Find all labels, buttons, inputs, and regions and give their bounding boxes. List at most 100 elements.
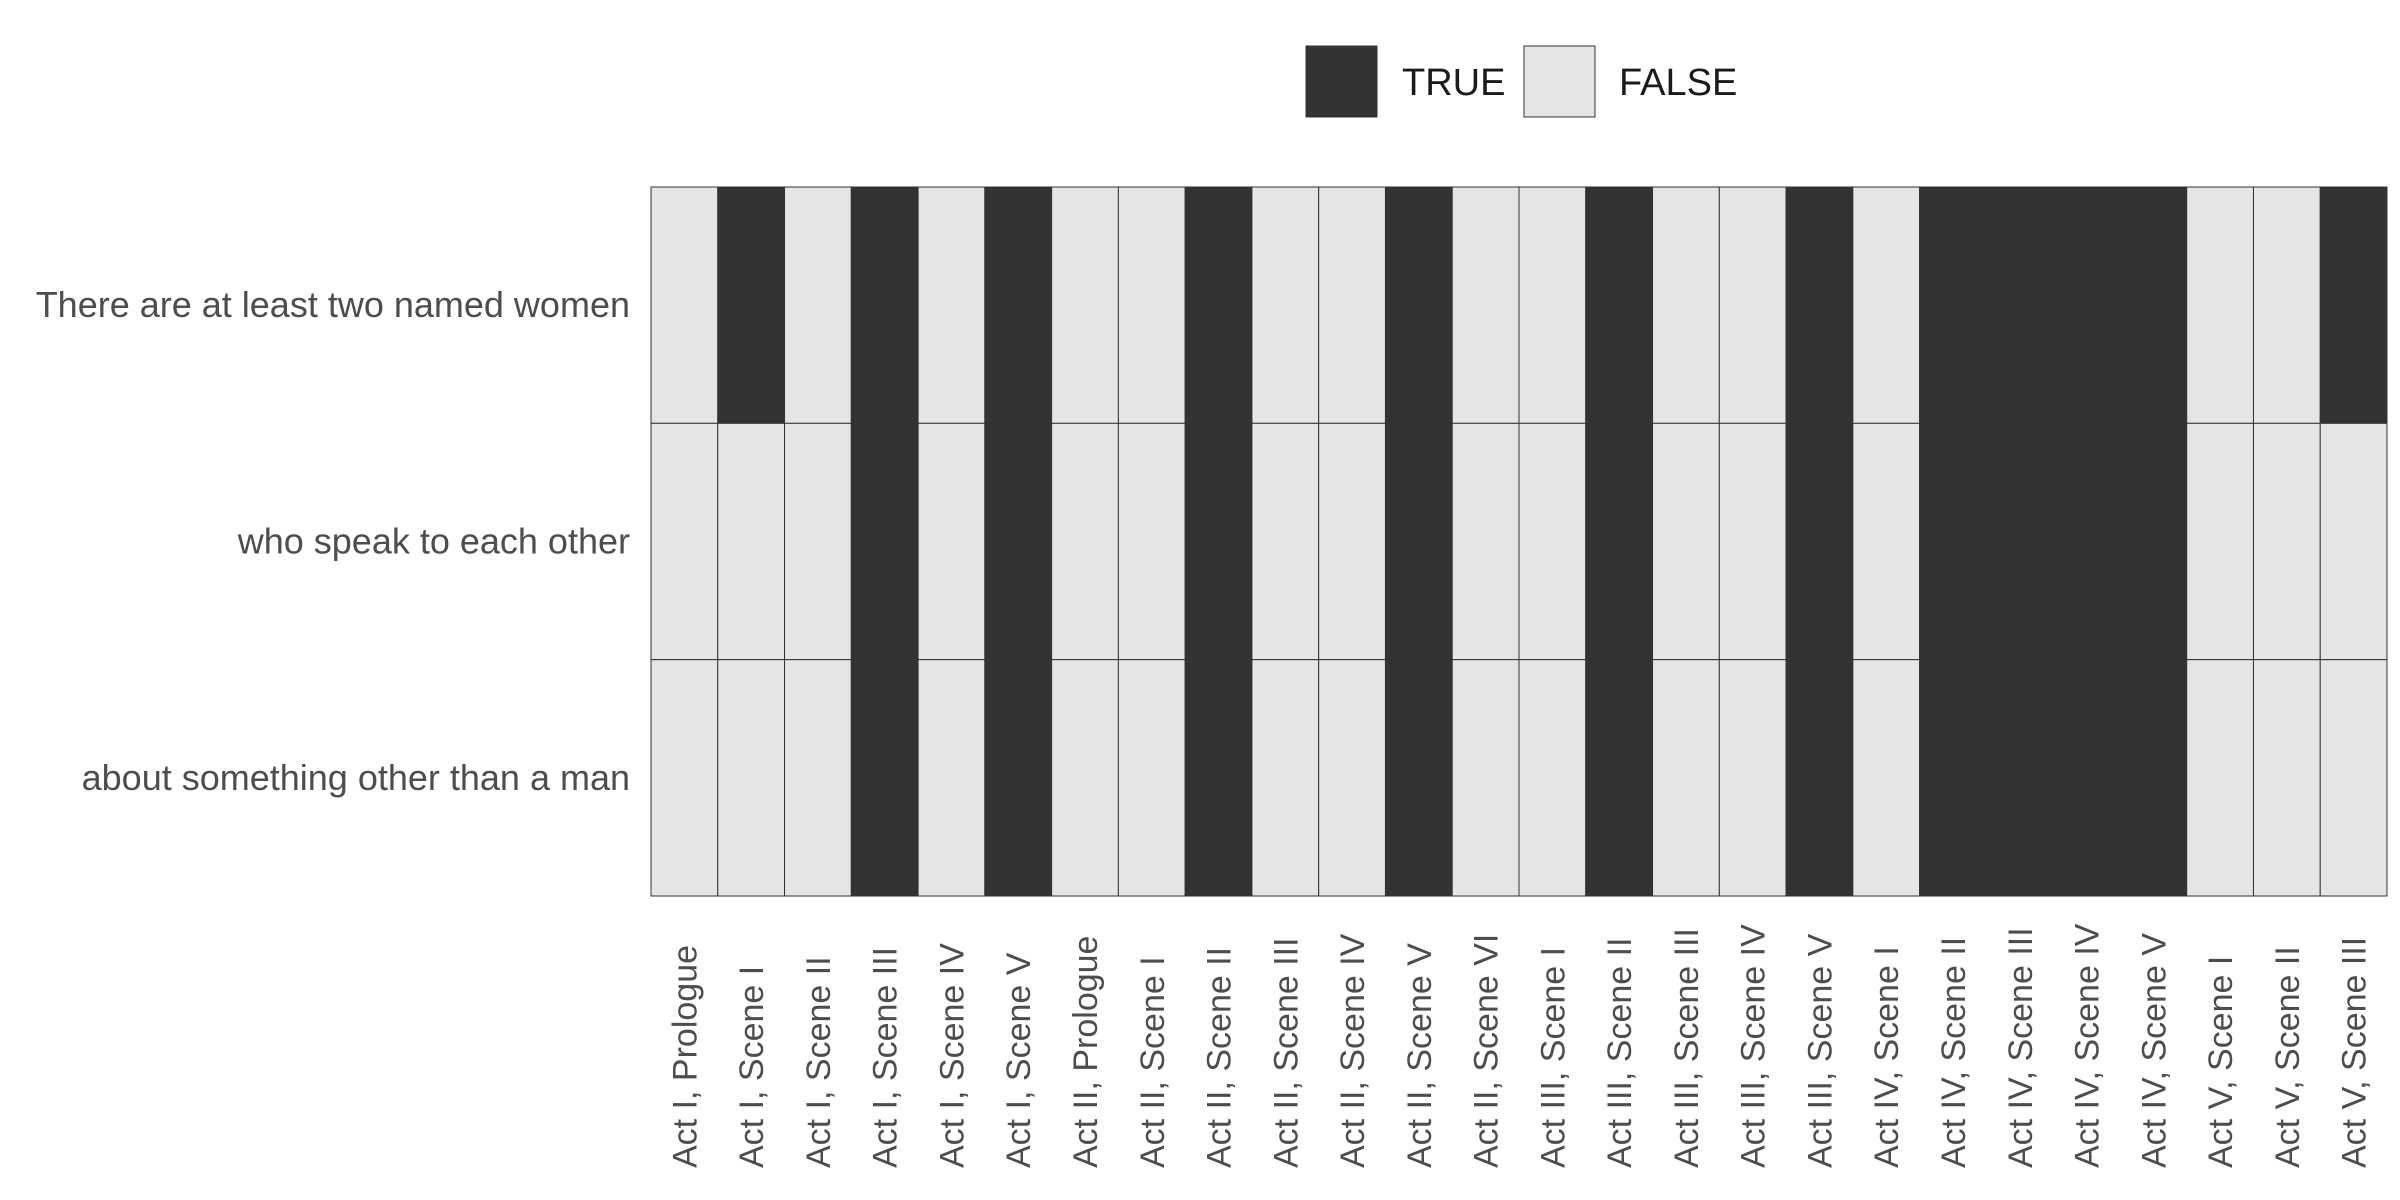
heatmap-cell <box>1518 422 1587 661</box>
heatmap-cell <box>1051 422 1119 661</box>
row-labels: There are at least two named women who sp… <box>36 284 630 798</box>
heatmap-cell <box>2319 422 2388 661</box>
heatmap-cell <box>1384 422 1453 661</box>
heatmap-cell <box>1718 422 1787 661</box>
legend-false-key <box>1523 45 1596 118</box>
column-label: Act IV, Scene V <box>2135 933 2173 1168</box>
column-label: Act I, Scene IV <box>933 943 971 1168</box>
column-label: Act II, Scene II <box>1201 947 1239 1168</box>
heatmap-cell <box>2052 186 2121 424</box>
legend: TRUE FALSE <box>1305 45 1737 118</box>
heatmap-cell <box>2252 422 2321 661</box>
heatmap-cell <box>1451 186 1520 424</box>
heatmap-cell <box>1051 659 1119 897</box>
heatmap-cell <box>1518 186 1587 424</box>
heatmap-cell <box>2186 659 2254 897</box>
heatmap-cell <box>1117 659 1186 897</box>
heatmap-cell <box>717 186 786 424</box>
heatmap-cell <box>1985 186 2054 424</box>
heatmap-cell <box>1451 659 1520 897</box>
heatmap-cell <box>717 422 786 661</box>
heatmap-cell <box>1785 422 1854 661</box>
heatmap-cell <box>1919 422 1987 661</box>
heatmap-cell <box>1518 659 1587 897</box>
heatmap-cell <box>2319 659 2388 897</box>
heatmap-cell <box>1384 186 1453 424</box>
heatmap-cell <box>1318 422 1386 661</box>
heatmap-cell <box>1785 659 1854 897</box>
heatmap-cell <box>2052 659 2121 897</box>
column-label: Act II, Scene I <box>1134 956 1172 1168</box>
column-label: Act II, Scene IV <box>1334 933 1372 1168</box>
heatmap-cells <box>650 186 2388 897</box>
heatmap-cell <box>1919 659 1987 897</box>
column-label: Act II, Prologue <box>1067 936 1105 1168</box>
column-label: Act IV, Scene I <box>1868 946 1906 1168</box>
heatmap-cell <box>1585 422 1654 661</box>
heatmap-cell <box>2252 659 2321 897</box>
heatmap-cell <box>917 186 986 424</box>
heatmap-cell <box>1585 186 1654 424</box>
heatmap-cell <box>1852 659 1921 897</box>
heatmap-cell <box>1852 422 1921 661</box>
column-label: Act III, Scene IV <box>1735 924 1773 1168</box>
heatmap-cell <box>717 659 786 897</box>
heatmap-cell <box>1718 659 1787 897</box>
column-label: Act II, Scene VI <box>1468 934 1506 1168</box>
heatmap-cell <box>850 422 919 661</box>
heatmap-cell <box>1652 422 1720 661</box>
heatmap-cell <box>1985 422 2054 661</box>
heatmap-cell <box>984 186 1053 424</box>
column-label: Act II, Scene III <box>1267 937 1305 1168</box>
heatmap-cell <box>2186 186 2254 424</box>
heatmap-cell <box>1318 659 1386 897</box>
heatmap-cell <box>1985 659 2054 897</box>
heatmap-cell <box>1919 186 1987 424</box>
column-label: Act I, Scene III <box>867 947 905 1168</box>
heatmap-cell <box>784 186 852 424</box>
column-label: Act III, Scene I <box>1534 947 1572 1168</box>
column-label: Act V, Scene II <box>2269 946 2307 1168</box>
heatmap-cell <box>1451 422 1520 661</box>
heatmap-cell <box>2252 186 2321 424</box>
legend-true-label: TRUE <box>1402 62 1505 104</box>
heatmap-cell <box>917 422 986 661</box>
heatmap-cell <box>1184 659 1253 897</box>
row-label: There are at least two named women <box>36 284 630 325</box>
heatmap-cell <box>1785 186 1854 424</box>
heatmap-cell <box>1184 422 1253 661</box>
column-label: Act III, Scene III <box>1668 928 1706 1168</box>
row-label: about something other than a man <box>82 757 630 798</box>
heatmap-cell <box>2319 186 2388 424</box>
heatmap-cell <box>2119 422 2188 661</box>
column-label: Act II, Scene V <box>1401 943 1439 1168</box>
column-label: Act I, Scene II <box>800 956 838 1168</box>
heatmap-cell <box>1718 186 1787 424</box>
legend-true-key <box>1305 45 1378 118</box>
heatmap-cell <box>984 659 1053 897</box>
column-label: Act III, Scene II <box>1601 937 1639 1168</box>
column-label: Act IV, Scene IV <box>2069 923 2107 1168</box>
heatmap-cell <box>1652 186 1720 424</box>
column-label: Act IV, Scene II <box>1935 937 1973 1168</box>
heatmap-cell <box>1051 186 1119 424</box>
heatmap-cell <box>1117 186 1186 424</box>
heatmap-cell <box>850 186 919 424</box>
heatmap-cell <box>850 659 919 897</box>
heatmap-cell <box>1251 186 1320 424</box>
column-label: Act IV, Scene III <box>2002 927 2040 1168</box>
heatmap-cell <box>2186 422 2254 661</box>
column-labels: Act I, Prologue Act I, Scene I Act I, Scen… <box>666 923 2373 1168</box>
heatmap-cell <box>1652 659 1720 897</box>
heatmap-cell <box>1384 659 1453 897</box>
column-label: Act V, Scene I <box>2202 956 2240 1168</box>
heatmap-cell <box>650 186 719 424</box>
heatmap-cell <box>1585 659 1654 897</box>
heatmap-cell <box>650 422 719 661</box>
heatmap-cell <box>784 422 852 661</box>
heatmap-cell <box>1184 186 1253 424</box>
heatmap-cell <box>1251 422 1320 661</box>
heatmap-cell <box>1251 659 1320 897</box>
column-label: Act III, Scene V <box>1801 933 1839 1168</box>
